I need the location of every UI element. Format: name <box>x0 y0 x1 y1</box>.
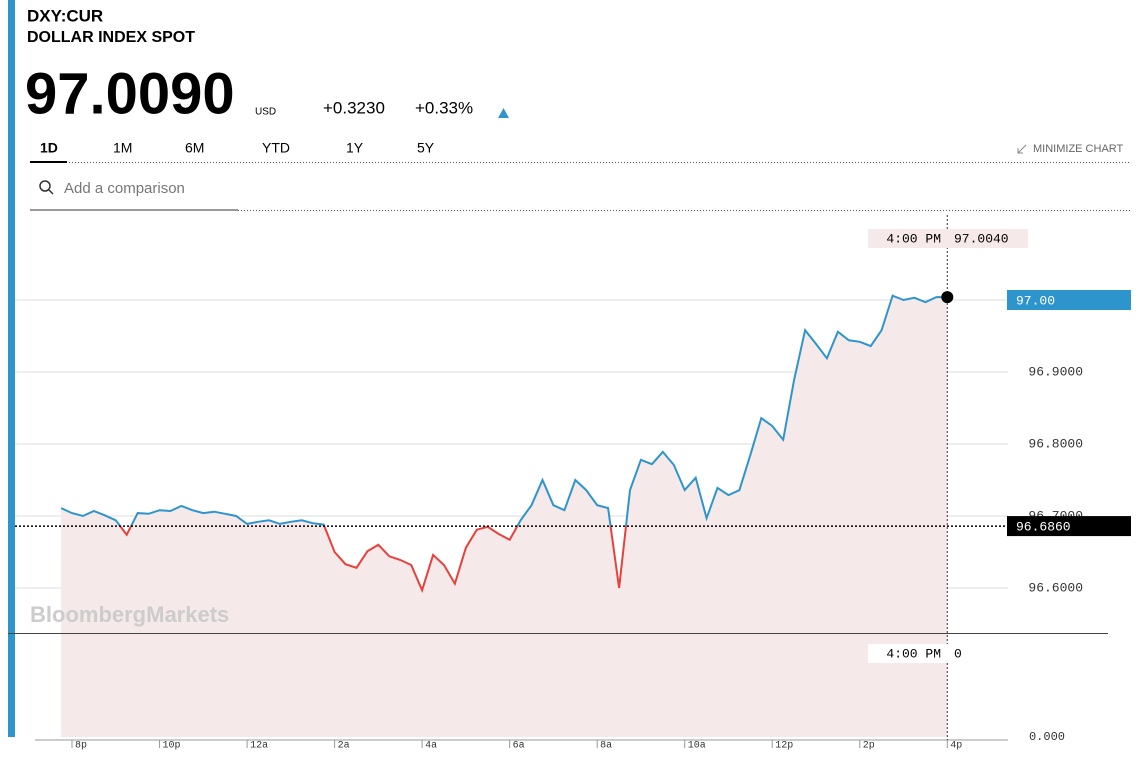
x-tick-label: 12a <box>250 741 268 752</box>
tab[interactable]: 5Y <box>417 140 435 156</box>
search-icon <box>48 189 54 195</box>
tab[interactable]: YTD <box>262 140 290 156</box>
accent-bar <box>8 0 15 737</box>
change: +0.3230 <box>323 98 385 117</box>
previous-close-label: 96.6860 <box>1016 520 1071 535</box>
search-icon <box>39 180 51 192</box>
volume-tick-label: 0.000 <box>1029 730 1065 744</box>
crosshair-volume: 0 <box>954 646 962 661</box>
price-line <box>118 526 628 594</box>
currency: USD <box>255 107 276 118</box>
price: 97.0090 <box>25 61 235 126</box>
x-tick-label: 10a <box>688 741 706 752</box>
search-input[interactable]: Add a comparison <box>64 180 185 197</box>
y-tick-label: 96.8000 <box>1028 436 1083 451</box>
tab[interactable]: 1M <box>113 140 132 156</box>
x-tick-label: 4p <box>950 741 962 752</box>
crosshair-box <box>868 229 1028 248</box>
area <box>61 295 948 737</box>
tab[interactable]: 1D <box>40 140 58 156</box>
x-tick-label: 2a <box>338 741 350 752</box>
x-tick-label: 6a <box>513 741 525 752</box>
crosshair-time: 4:00 PM <box>886 646 941 661</box>
x-tick-label: 2p <box>863 741 875 752</box>
last-value-box <box>1007 290 1131 310</box>
tab[interactable]: 1Y <box>346 140 364 156</box>
watermark: BloombergMarkets <box>30 602 229 627</box>
change-pct: +0.33% <box>415 98 473 117</box>
symbol: DXY:CUR <box>27 6 103 25</box>
price-line <box>60 294 948 527</box>
y-tick-label: 96.6000 <box>1028 580 1083 595</box>
up-arrow <box>498 108 509 118</box>
instrument-name: DOLLAR INDEX SPOT <box>27 29 195 46</box>
crosshair-box <box>868 644 968 663</box>
minimize-chart[interactable]: MINIMIZE CHART <box>1033 143 1124 155</box>
x-tick-label: 8p <box>75 741 87 752</box>
minimize-icon <box>1017 144 1027 154</box>
tab[interactable]: 6M <box>185 140 204 156</box>
x-tick-label: 8a <box>600 741 612 752</box>
crosshair-value: 97.0040 <box>954 231 1009 246</box>
crosshair-time: 4:00 PM <box>886 231 941 246</box>
x-tick-label: 10p <box>163 741 181 752</box>
last-point <box>941 291 954 304</box>
x-tick-label: 4a <box>425 741 437 752</box>
y-tick-label: 96.9000 <box>1028 364 1083 379</box>
x-tick-label: 12p <box>775 741 793 752</box>
previous-close-box <box>1007 516 1131 537</box>
last-value-label: 97.00 <box>1016 293 1055 308</box>
